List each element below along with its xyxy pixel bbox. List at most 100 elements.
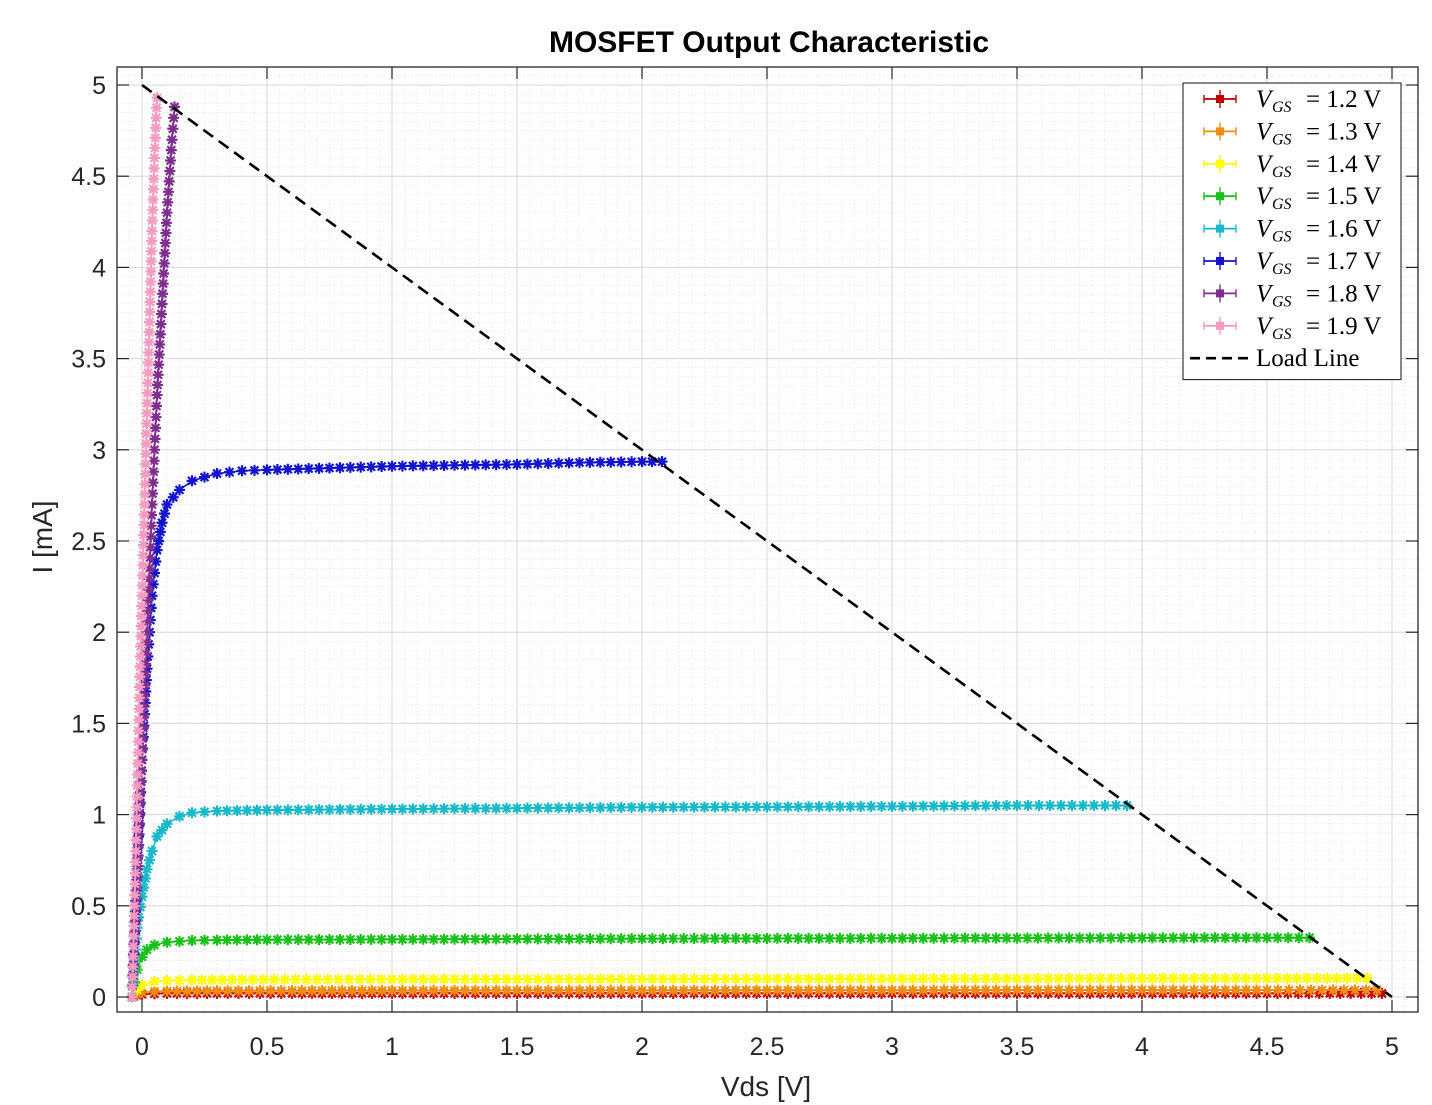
series-marker <box>135 775 147 787</box>
series-marker <box>159 237 171 249</box>
series-marker <box>438 973 450 985</box>
x-tick-label: 1 <box>385 1033 399 1061</box>
series-marker <box>824 801 835 813</box>
series-marker <box>1230 932 1242 944</box>
series-marker <box>563 802 575 814</box>
series-marker <box>261 464 273 476</box>
series-marker <box>490 973 502 985</box>
legend-label-var: V <box>1256 86 1274 113</box>
series-marker <box>147 183 159 195</box>
series-marker <box>626 973 638 985</box>
series-marker <box>1261 932 1273 944</box>
series-marker <box>137 559 149 571</box>
series-marker <box>134 807 146 819</box>
series-marker <box>160 217 172 229</box>
series-marker <box>719 933 731 945</box>
series-marker <box>199 806 210 818</box>
series-marker <box>126 981 138 993</box>
series-marker <box>1105 932 1117 944</box>
series-marker <box>130 823 142 835</box>
legend-label-sub: GS <box>1272 326 1292 343</box>
series-marker <box>137 569 149 581</box>
series-marker <box>594 802 606 814</box>
series-marker <box>1110 799 1122 811</box>
series-marker <box>917 984 929 996</box>
series-marker <box>134 661 146 673</box>
series-7 <box>126 92 163 1003</box>
series-marker <box>782 984 794 996</box>
series-marker <box>149 444 160 456</box>
legend-label-var: V <box>1256 216 1274 243</box>
series-2 <box>126 972 1373 1003</box>
series-marker <box>161 499 173 511</box>
series-marker <box>144 562 155 574</box>
series-marker <box>286 985 298 997</box>
series-marker <box>480 933 492 945</box>
series-marker <box>396 803 408 815</box>
x-tick-label: 1.5 <box>500 1033 535 1061</box>
series-marker <box>149 567 160 579</box>
series-marker <box>132 736 144 748</box>
series-marker <box>553 933 565 945</box>
series-marker <box>678 973 690 985</box>
series-marker <box>719 973 731 985</box>
series-marker <box>1115 932 1127 944</box>
series-marker <box>1094 932 1106 944</box>
series-marker <box>1055 799 1067 811</box>
series-marker <box>1066 799 1078 811</box>
series-marker <box>1011 973 1023 985</box>
series-marker <box>771 973 783 985</box>
series-marker <box>1032 984 1044 996</box>
series-marker <box>386 973 398 985</box>
series-marker <box>657 801 669 813</box>
series-marker <box>127 961 139 973</box>
series-marker <box>532 933 544 945</box>
legend-label-var: V <box>1256 183 1274 210</box>
series-marker <box>782 932 794 944</box>
series-marker <box>165 155 177 167</box>
series-marker <box>154 338 166 350</box>
series-marker <box>521 802 533 814</box>
series-marker <box>146 235 158 247</box>
series-marker <box>144 286 156 298</box>
series-marker <box>990 932 1002 944</box>
series-marker <box>584 984 596 996</box>
series-marker <box>574 984 585 996</box>
series-marker <box>241 804 253 816</box>
legend-marker <box>1216 127 1224 136</box>
series-marker <box>135 640 147 652</box>
series-marker <box>1261 984 1273 996</box>
series-marker <box>1283 984 1295 996</box>
series-marker <box>355 803 367 815</box>
series-marker <box>813 973 825 985</box>
series-marker <box>646 933 658 945</box>
series-marker <box>813 932 825 944</box>
series-marker <box>917 800 929 812</box>
series-marker <box>678 933 690 945</box>
series-marker <box>1001 800 1013 812</box>
series-marker <box>147 204 159 216</box>
series-marker <box>449 803 460 815</box>
series-marker <box>159 247 171 259</box>
series-marker <box>865 984 877 996</box>
series-marker <box>428 460 440 472</box>
series-marker <box>563 984 575 996</box>
series-marker <box>605 933 617 945</box>
y-tick-label: 4.5 <box>71 163 106 191</box>
series-marker <box>136 765 148 777</box>
series-marker <box>469 933 481 945</box>
series-marker <box>542 933 554 945</box>
series-marker <box>1240 932 1252 944</box>
series-marker <box>782 973 794 985</box>
series-marker <box>149 433 161 445</box>
series-marker <box>191 985 203 997</box>
series-marker <box>1219 984 1231 996</box>
chart-title: MOSFET Output Characteristic <box>549 26 989 59</box>
series-marker <box>279 974 291 986</box>
series-marker <box>268 974 280 986</box>
series-marker <box>1219 932 1231 944</box>
series-marker <box>150 422 161 434</box>
series-marker <box>147 477 159 489</box>
legend-label-var: V <box>1256 313 1274 340</box>
series-marker <box>139 499 150 511</box>
